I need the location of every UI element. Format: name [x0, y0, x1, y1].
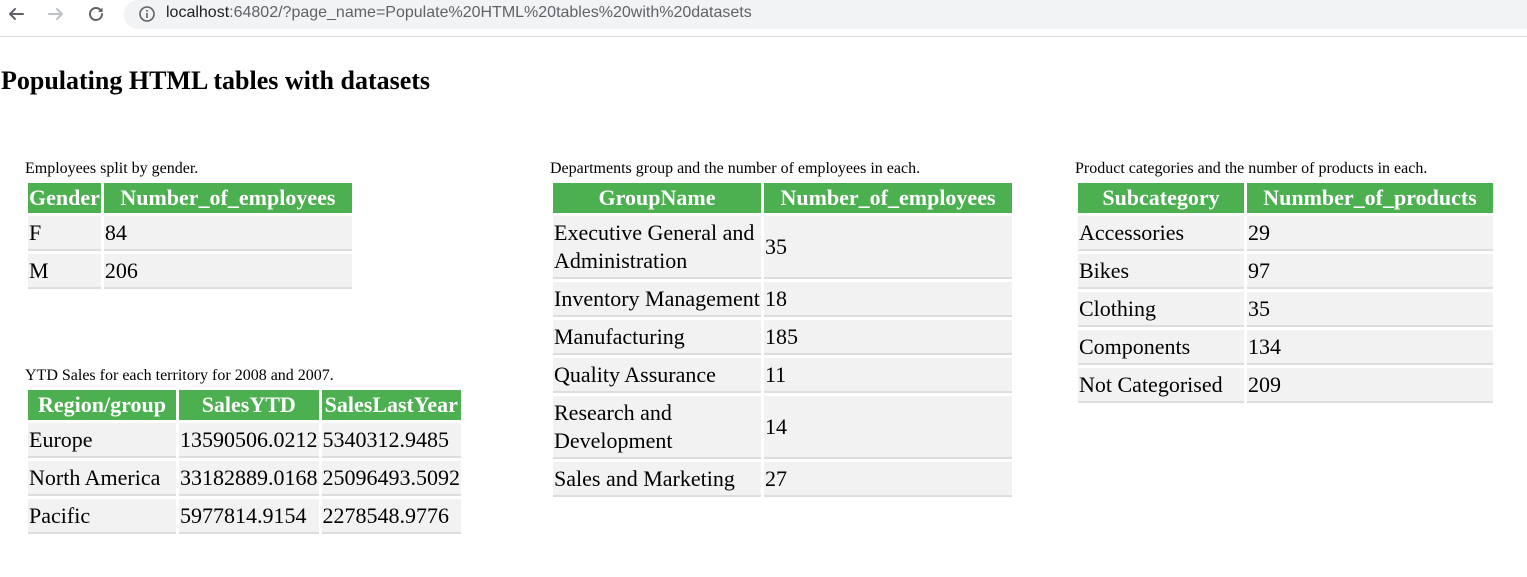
table-cell: Components — [1078, 330, 1244, 365]
column-header: Subcategory — [1078, 183, 1244, 213]
url-host: localhost — [166, 4, 230, 21]
sales-table: Region/group SalesYTD SalesLastYear Euro… — [25, 387, 464, 537]
table-cell: 33182889.0168 — [179, 461, 319, 496]
reload-button[interactable] — [83, 1, 109, 27]
table-row: Components 134 — [1078, 330, 1493, 365]
table-row: M 206 — [28, 254, 352, 289]
table-row: Not Categorised 209 — [1078, 368, 1493, 403]
gender-table: Gender Number_of_employees F 84 M 206 — [25, 180, 355, 292]
table-cell: 206 — [103, 254, 352, 289]
table-cell: 134 — [1247, 330, 1493, 365]
table-cell: Sales and Marketing — [553, 462, 761, 497]
table-cell: Manufacturing — [553, 320, 761, 355]
reload-icon — [89, 7, 103, 21]
back-arrow-icon — [9, 8, 24, 20]
table-row: Research and Development 14 — [553, 396, 1012, 459]
table-header-row: GroupName Number_of_employees — [553, 183, 1012, 213]
sales-table-caption: YTD Sales for each territory for 2008 an… — [25, 367, 334, 384]
products-table: Subcategory Nunmber_of_products Accessor… — [1075, 180, 1496, 406]
browser-toolbar: localhost:64802/?page_name=Populate%20HT… — [0, 0, 1527, 37]
table-cell: 97 — [1247, 254, 1493, 289]
table-cell: Quality Assurance — [553, 358, 761, 393]
table-cell: 35 — [764, 216, 1012, 279]
url-text[interactable]: localhost:64802/?page_name=Populate%20HT… — [166, 4, 752, 22]
table-row: Quality Assurance 11 — [553, 358, 1012, 393]
table-cell: 35 — [1247, 292, 1493, 327]
table-row: North America 33182889.0168 25096493.509… — [28, 461, 461, 496]
table-row: Pacific 5977814.9154 2278548.9776 — [28, 499, 461, 534]
gender-table-block: Employees split by gender. Gender Number… — [25, 160, 355, 292]
table-row: F 84 — [28, 216, 352, 251]
address-bar[interactable]: localhost:64802/?page_name=Populate%20HT… — [124, 0, 1527, 29]
table-cell: 5977814.9154 — [179, 499, 319, 534]
forward-arrow-icon — [48, 8, 63, 20]
forward-button[interactable] — [43, 1, 69, 27]
column-header: GroupName — [553, 183, 761, 213]
table-row: Executive General and Administration 35 — [553, 216, 1012, 279]
departments-table: GroupName Number_of_employees Executive … — [550, 180, 1015, 500]
column-header: Nunmber_of_products — [1247, 183, 1493, 213]
table-cell: North America — [28, 461, 176, 496]
table-cell: F — [28, 216, 101, 251]
table-cell: Europe — [28, 423, 176, 458]
table-cell: 5340312.9485 — [321, 423, 461, 458]
table-cell: 209 — [1247, 368, 1493, 403]
sales-table-block: YTD Sales for each territory for 2008 an… — [25, 367, 464, 537]
column-header: Gender — [28, 183, 101, 213]
table-cell: 13590506.0212 — [179, 423, 319, 458]
table-cell: Inventory Management — [553, 282, 761, 317]
products-table-block: Product categories and the number of pro… — [1075, 160, 1496, 406]
table-cell: 84 — [103, 216, 352, 251]
table-cell: 18 — [764, 282, 1012, 317]
table-row: Sales and Marketing 27 — [553, 462, 1012, 497]
column-header: SalesYTD — [179, 390, 319, 420]
table-row: Europe 13590506.0212 5340312.9485 — [28, 423, 461, 458]
table-cell: Accessories — [1078, 216, 1244, 251]
column-header: Region/group — [28, 390, 176, 420]
table-cell: 25096493.5092 — [321, 461, 461, 496]
table-cell: Pacific — [28, 499, 176, 534]
table-cell: 11 — [764, 358, 1012, 393]
table-cell: 27 — [764, 462, 1012, 497]
table-cell: M — [28, 254, 101, 289]
table-row: Bikes 97 — [1078, 254, 1493, 289]
column-header: Number_of_employees — [103, 183, 352, 213]
products-table-caption: Product categories and the number of pro… — [1075, 160, 1428, 177]
departments-table-caption: Departments group and the number of empl… — [550, 160, 921, 177]
table-cell: Bikes — [1078, 254, 1244, 289]
table-row: Accessories 29 — [1078, 216, 1493, 251]
page-title: Populating HTML tables with datasets — [1, 66, 431, 95]
table-header-row: Region/group SalesYTD SalesLastYear — [28, 390, 461, 420]
table-row: Manufacturing 185 — [553, 320, 1012, 355]
gender-table-caption: Employees split by gender. — [25, 160, 199, 177]
table-cell: 2278548.9776 — [321, 499, 461, 534]
url-path: :64802/?page_name=Populate%20HTML%20tabl… — [229, 4, 752, 21]
column-header: SalesLastYear — [321, 390, 461, 420]
info-icon[interactable] — [138, 5, 156, 23]
table-header-row: Gender Number_of_employees — [28, 183, 352, 213]
table-cell: 29 — [1247, 216, 1493, 251]
table-cell: Clothing — [1078, 292, 1244, 327]
back-button[interactable] — [3, 1, 29, 27]
table-cell: Research and Development — [553, 396, 761, 459]
table-cell: 185 — [764, 320, 1012, 355]
column-header: Number_of_employees — [764, 183, 1012, 213]
table-row: Inventory Management 18 — [553, 282, 1012, 317]
table-row: Clothing 35 — [1078, 292, 1493, 327]
table-cell: Not Categorised — [1078, 368, 1244, 403]
table-cell: 14 — [764, 396, 1012, 459]
table-cell: Executive General and Administration — [553, 216, 761, 279]
departments-table-block: Departments group and the number of empl… — [550, 160, 1015, 500]
table-header-row: Subcategory Nunmber_of_products — [1078, 183, 1493, 213]
